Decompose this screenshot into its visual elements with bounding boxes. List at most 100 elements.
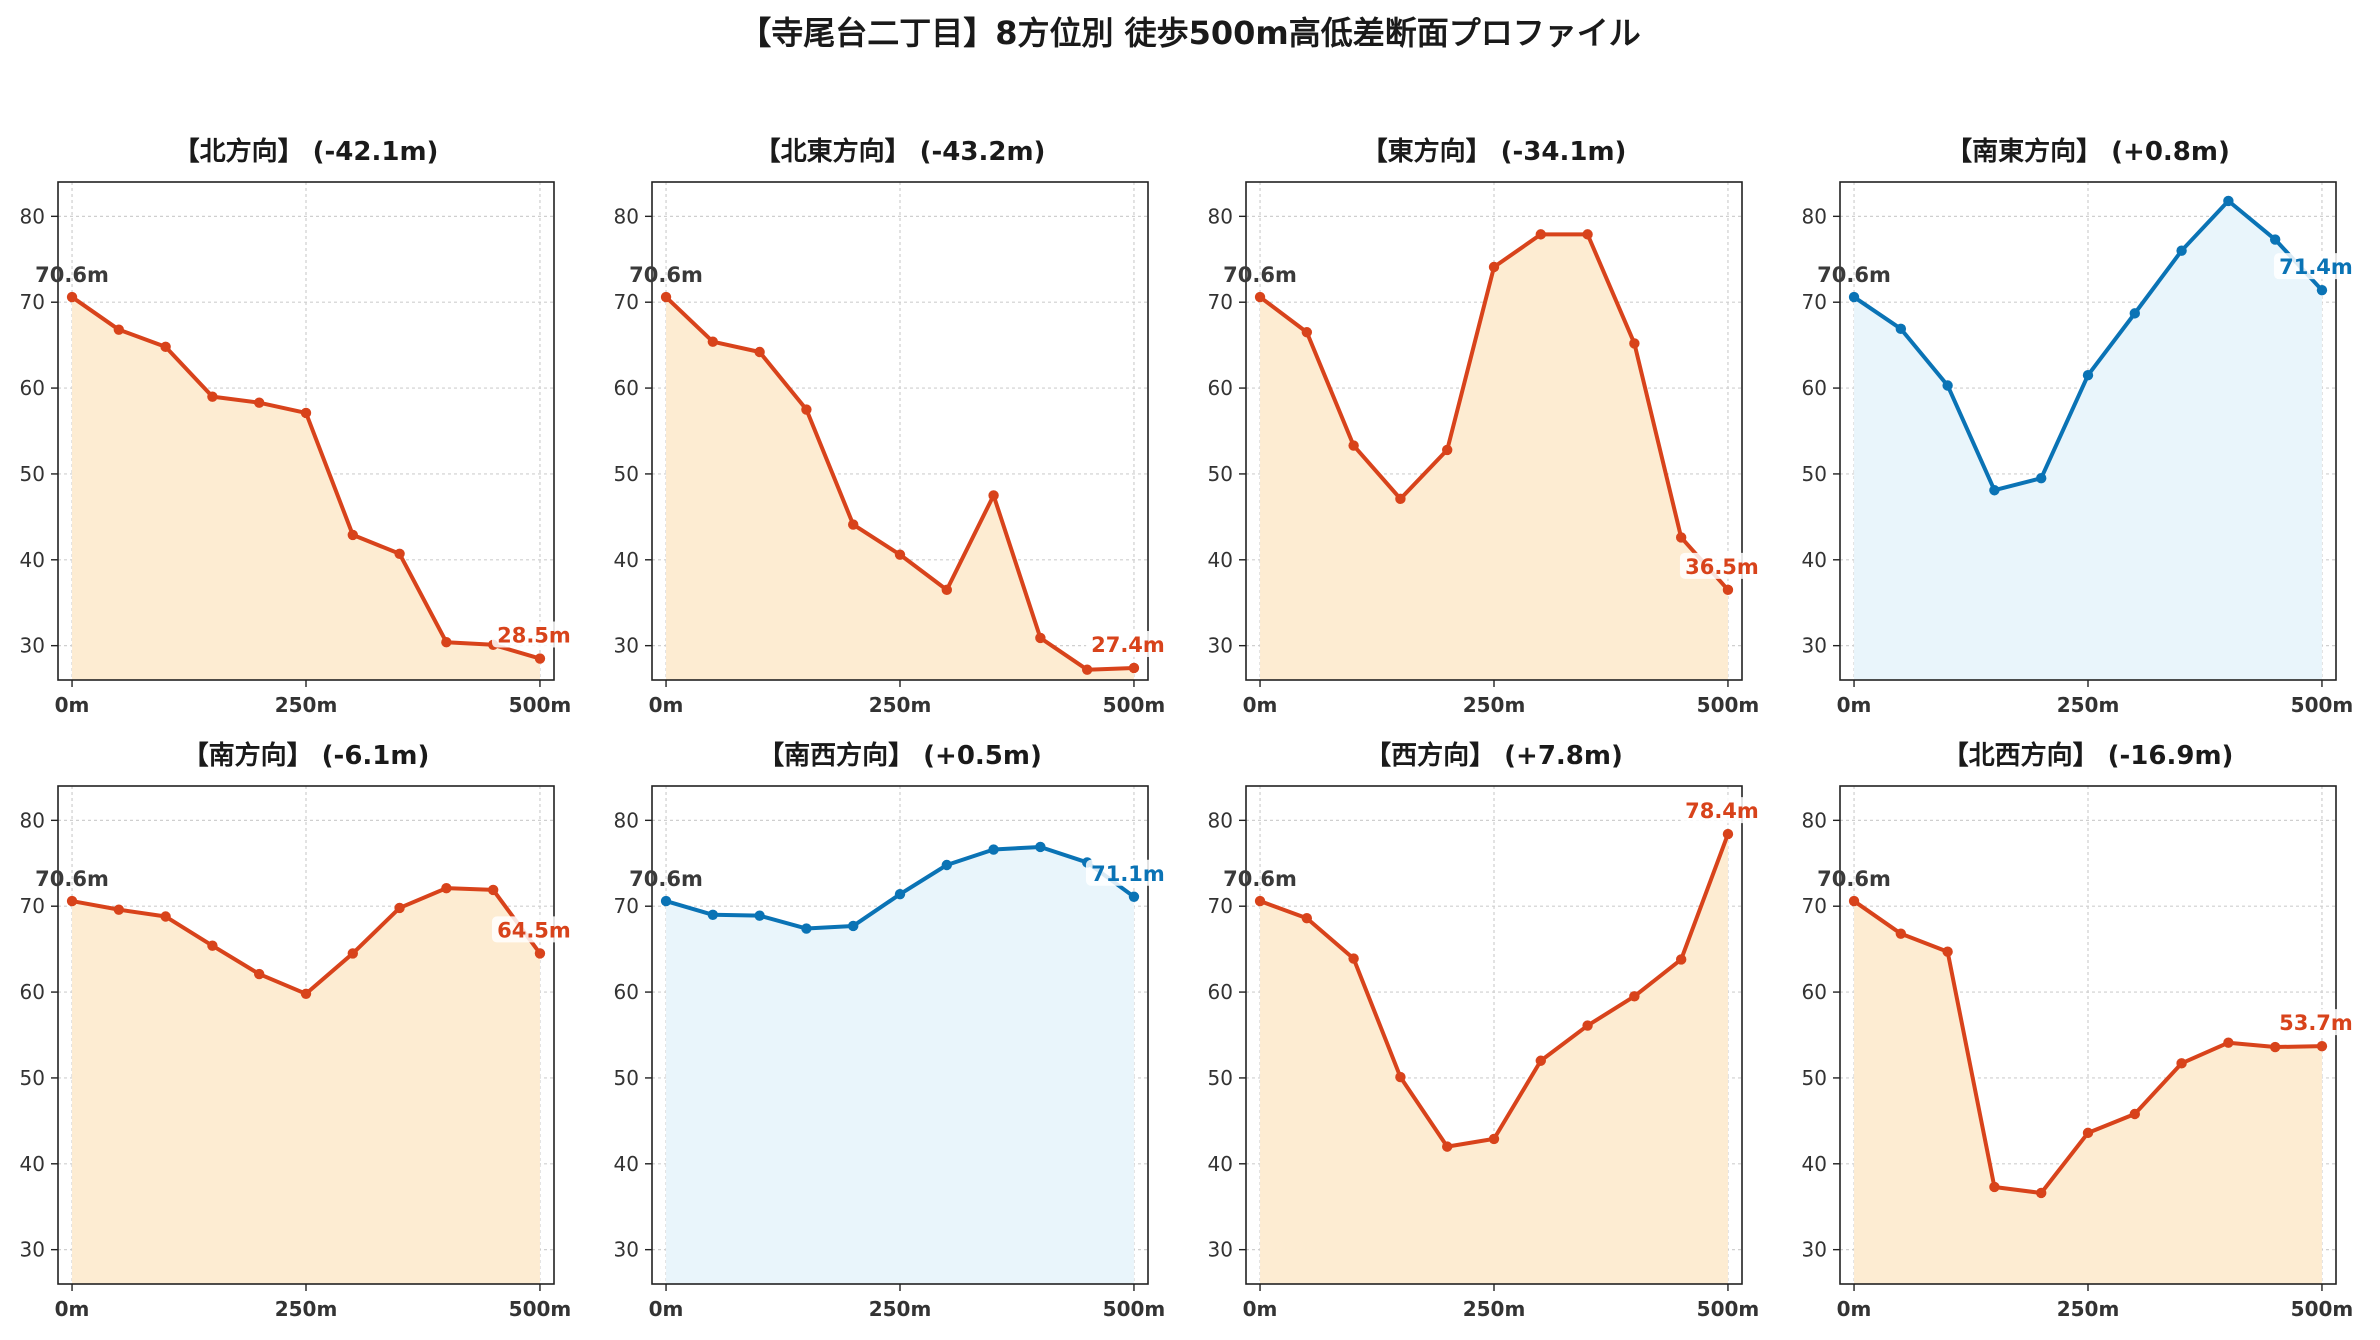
- panel: 【北西方向】 (-16.9m) 30 40 50 60 70 80 0m 250m 500m 70.…: [1802, 740, 2358, 1321]
- y-tick-label: 70: [20, 290, 45, 314]
- data-point: [347, 948, 358, 959]
- panel-title: 【北西方向】 (-16.9m): [1943, 740, 2234, 771]
- data-point: [1848, 895, 1860, 907]
- panel: 【南方向】 (-6.1m) 30 40 50 60 70 80 0m 250m 500m 70.6m…: [20, 740, 576, 1321]
- area-fill: [666, 846, 1134, 1284]
- data-point: [2223, 1037, 2234, 1048]
- data-point: [534, 948, 546, 959]
- data-point: [988, 844, 999, 855]
- end-elevation-label: 28.5m: [497, 624, 571, 648]
- x-tick-label: 500m: [2291, 693, 2354, 717]
- data-point: [707, 336, 719, 347]
- y-tick-label: 60: [20, 980, 45, 1004]
- data-point: [894, 549, 906, 560]
- x-tick-label: 0m: [1243, 1297, 1278, 1321]
- data-point: [394, 902, 405, 914]
- data-point: [1348, 440, 1359, 451]
- data-point: [1675, 954, 1687, 965]
- x-tick-label: 500m: [1103, 1297, 1166, 1321]
- data-point: [113, 324, 125, 335]
- x-tick-label: 250m: [2057, 693, 2120, 717]
- data-point: [1081, 664, 1093, 675]
- data-point: [1348, 953, 1359, 964]
- end-elevation-label: 64.5m: [497, 918, 571, 942]
- data-point: [660, 291, 672, 303]
- data-point: [487, 884, 499, 896]
- data-point: [347, 529, 358, 541]
- end-label-background: [1679, 552, 1764, 579]
- area-fill: [1854, 200, 2322, 680]
- data-point: [2036, 1187, 2047, 1199]
- start-elevation-label: 70.6m: [1817, 867, 1891, 891]
- start-elevation-label: 70.6m: [629, 867, 703, 891]
- y-tick-label: 50: [1802, 1066, 1827, 1090]
- data-point: [2036, 473, 2047, 484]
- panel-title: 【南東方向】 (+0.8m): [1946, 136, 2230, 167]
- data-point: [1848, 291, 1860, 303]
- data-point: [1442, 444, 1453, 456]
- data-point: [1989, 1181, 2000, 1193]
- figure-title: 【寺尾台二丁目】8方位別 徒歩500m高低差断面プロファイル: [739, 14, 1641, 52]
- y-tick-label: 50: [20, 1066, 45, 1090]
- data-point: [160, 341, 171, 353]
- end-label-background: [1085, 630, 1170, 657]
- data-point: [1395, 493, 1406, 505]
- data-point: [941, 859, 952, 871]
- data-point: [2269, 1041, 2281, 1053]
- y-tick-label: 70: [614, 290, 639, 314]
- panel: 【北東方向】 (-43.2m) 30 40 50 60 70 80 0m 250m 500m 70.…: [614, 136, 1170, 717]
- y-tick-label: 40: [20, 548, 45, 572]
- data-point: [707, 909, 719, 920]
- panel-title: 【北方向】 (-42.1m): [174, 136, 439, 167]
- data-point: [300, 988, 312, 999]
- y-tick-label: 80: [614, 204, 639, 228]
- y-tick-label: 50: [614, 1066, 639, 1090]
- y-tick-label: 40: [614, 548, 639, 572]
- area-fill: [1260, 234, 1728, 680]
- data-point: [1629, 338, 1640, 349]
- end-elevation-label: 71.1m: [1091, 862, 1165, 886]
- y-tick-label: 50: [1208, 1066, 1233, 1090]
- data-point: [988, 490, 999, 501]
- data-point: [1488, 261, 1500, 273]
- end-elevation-label: 78.4m: [1685, 799, 1759, 823]
- data-point: [207, 391, 218, 402]
- x-tick-label: 250m: [869, 693, 932, 717]
- y-tick-label: 70: [614, 894, 639, 918]
- data-point: [394, 548, 405, 559]
- start-elevation-label: 70.6m: [1817, 263, 1891, 287]
- data-point: [66, 895, 78, 907]
- panel-title: 【南方向】 (-6.1m): [183, 740, 430, 771]
- data-point: [1895, 928, 1907, 939]
- data-point: [1128, 662, 1140, 674]
- y-tick-label: 30: [614, 634, 639, 658]
- panel: 【北方向】 (-42.1m) 30 40 50 60 70 80 0m 250m 500m 70.6…: [20, 136, 576, 717]
- y-tick-label: 30: [1802, 1238, 1827, 1262]
- y-tick-label: 40: [1208, 548, 1233, 572]
- x-tick-label: 250m: [275, 693, 338, 717]
- area-fill: [72, 297, 540, 680]
- y-tick-label: 60: [1208, 376, 1233, 400]
- y-tick-label: 70: [1208, 290, 1233, 314]
- data-point: [254, 397, 265, 408]
- x-tick-label: 500m: [509, 693, 572, 717]
- data-point: [848, 519, 859, 530]
- data-point: [441, 882, 452, 894]
- panel-title: 【東方向】 (-34.1m): [1362, 136, 1627, 167]
- data-point: [1128, 891, 1140, 902]
- data-point: [1582, 229, 1593, 240]
- data-point: [894, 888, 906, 900]
- y-tick-label: 70: [1802, 894, 1827, 918]
- data-point: [2176, 1058, 2187, 1069]
- panel: 【東方向】 (-34.1m) 30 40 50 60 70 80 0m 250m 500m 70.6…: [1208, 136, 1764, 717]
- data-point: [441, 637, 452, 648]
- end-elevation-label: 53.7m: [2279, 1011, 2353, 1035]
- data-point: [534, 653, 546, 664]
- y-tick-label: 70: [1802, 290, 1827, 314]
- y-tick-label: 40: [1802, 548, 1827, 572]
- x-tick-label: 250m: [1463, 1297, 1526, 1321]
- end-elevation-label: 27.4m: [1091, 633, 1165, 657]
- panel-title: 【北東方向】 (-43.2m): [755, 136, 1046, 167]
- end-label-background: [491, 621, 576, 648]
- data-point: [1989, 485, 2000, 496]
